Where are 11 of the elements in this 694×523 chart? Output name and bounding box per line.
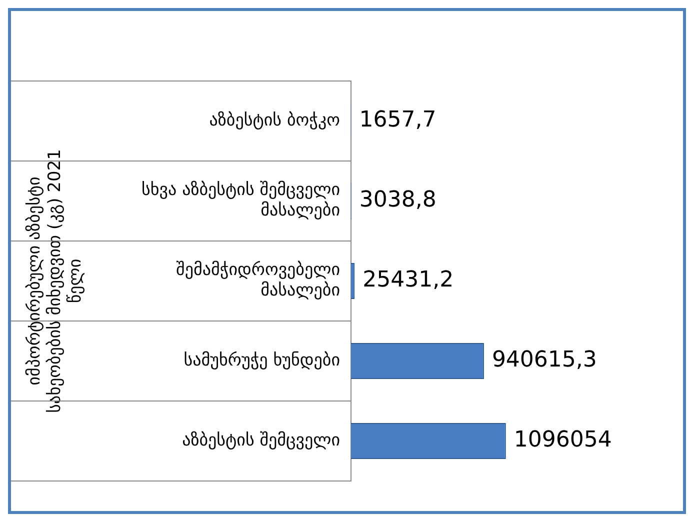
y-tick-label: სამუხრუჭე ხუნდები	[184, 350, 340, 370]
data-label: 3038,8	[359, 188, 436, 213]
y-axis-title: იმპორტირებული აზბესტი სახეობების მიხედვით (კგ) 2021 წელი	[24, 149, 86, 413]
data-label: 1657,7	[359, 108, 436, 133]
data-label: 25431,2	[362, 268, 454, 293]
y-tick-label: შემამჭიდროვებელი მასალები	[176, 260, 340, 301]
data-label: 1096054	[514, 428, 612, 453]
y-tick-label: აზბესტის ბოჭკო	[209, 110, 340, 130]
y-tick-label: აზბესტის შემცველი	[182, 430, 340, 450]
data-label: 940615,3	[492, 348, 597, 373]
y-tick-label: სხვა აზბესტის შემცველი მასალები	[142, 180, 340, 221]
